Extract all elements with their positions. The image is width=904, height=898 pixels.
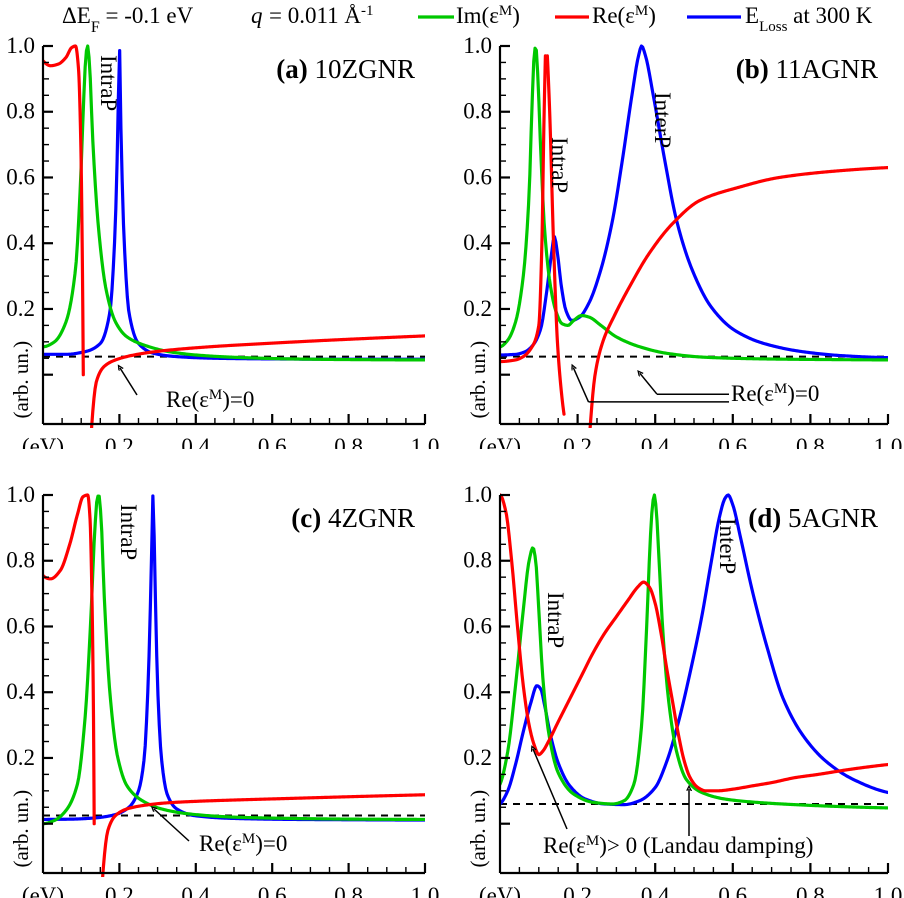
svg-text:0.2: 0.2	[105, 883, 134, 898]
svg-text:1.0: 1.0	[411, 434, 440, 449]
svg-text:(arb. un.): (arb. un.)	[466, 790, 490, 868]
svg-text:1.0: 1.0	[874, 434, 903, 449]
svg-text:(arb. un.): (arb. un.)	[9, 790, 33, 868]
svg-text:0.4: 0.4	[181, 883, 210, 898]
svg-text:0.2: 0.2	[563, 883, 592, 898]
svg-text:(b) 11AGNR: (b) 11AGNR	[736, 54, 878, 84]
svg-text:(eV): (eV)	[22, 883, 64, 898]
svg-text:(eV): (eV)	[479, 434, 521, 449]
svg-text:1.0: 1.0	[411, 883, 440, 898]
svg-text:(eV): (eV)	[479, 883, 521, 898]
svg-text:1.0: 1.0	[6, 482, 35, 507]
svg-text:0.6: 0.6	[6, 164, 35, 189]
svg-text:0.6: 0.6	[718, 883, 747, 898]
svg-text:0.4: 0.4	[463, 230, 492, 255]
svg-text:InterP: InterP	[650, 92, 675, 148]
svg-text:(eV): (eV)	[22, 434, 64, 449]
svg-text:(a) 10ZGNR: (a) 10ZGNR	[276, 54, 415, 84]
svg-text:0.8: 0.8	[463, 99, 492, 124]
svg-text:0.2: 0.2	[563, 434, 592, 449]
svg-text:(c) 4ZGNR: (c) 4ZGNR	[291, 503, 415, 533]
svg-text:IntraP: IntraP	[96, 55, 121, 111]
svg-text:Re(εM)> 0 (Landau damping): Re(εM)> 0 (Landau damping)	[543, 833, 813, 858]
svg-text:0.8: 0.8	[6, 99, 35, 124]
svg-text:Re(εM)=0: Re(εM)=0	[166, 387, 254, 412]
svg-text:0.4: 0.4	[463, 679, 492, 704]
svg-text:0.8: 0.8	[334, 434, 363, 449]
svg-text:0.4: 0.4	[6, 230, 35, 255]
svg-text:1.0: 1.0	[463, 482, 492, 507]
svg-text:0.8: 0.8	[796, 883, 825, 898]
svg-text:1.0: 1.0	[6, 33, 35, 58]
svg-text:0.4: 0.4	[641, 434, 670, 449]
svg-text:0.2: 0.2	[105, 434, 134, 449]
svg-text:Re(εM)=0: Re(εM)=0	[199, 831, 287, 856]
svg-text:(arb. un.): (arb. un.)	[9, 341, 33, 419]
svg-text:0.2: 0.2	[463, 296, 492, 321]
svg-text:1.0: 1.0	[463, 33, 492, 58]
svg-text:0.6: 0.6	[258, 434, 287, 449]
svg-text:0.4: 0.4	[6, 679, 35, 704]
svg-text:0.6: 0.6	[463, 613, 492, 638]
svg-text:0.8: 0.8	[334, 883, 363, 898]
svg-text:0.6: 0.6	[718, 434, 747, 449]
svg-text:IntraP: IntraP	[543, 592, 568, 648]
svg-text:1.0: 1.0	[874, 883, 903, 898]
svg-text:(d) 5AGNR: (d) 5AGNR	[748, 503, 878, 533]
svg-text:0.8: 0.8	[463, 548, 492, 573]
svg-text:0.6: 0.6	[6, 613, 35, 638]
svg-text:0.8: 0.8	[6, 548, 35, 573]
svg-text:Re(εM)=0: Re(εM)=0	[731, 381, 819, 406]
svg-text:(arb. un.): (arb. un.)	[466, 341, 490, 419]
svg-text:0.6: 0.6	[463, 164, 492, 189]
svg-text:0.2: 0.2	[6, 745, 35, 770]
svg-text:IntraP: IntraP	[547, 137, 572, 193]
svg-text:0.8: 0.8	[796, 434, 825, 449]
svg-text:0.2: 0.2	[6, 296, 35, 321]
svg-text:0.4: 0.4	[181, 434, 210, 449]
svg-text:0.2: 0.2	[463, 745, 492, 770]
svg-text:0.4: 0.4	[641, 883, 670, 898]
svg-text:0.6: 0.6	[258, 883, 287, 898]
svg-text:InterP: InterP	[715, 518, 740, 574]
svg-text:IntraP: IntraP	[116, 504, 141, 560]
